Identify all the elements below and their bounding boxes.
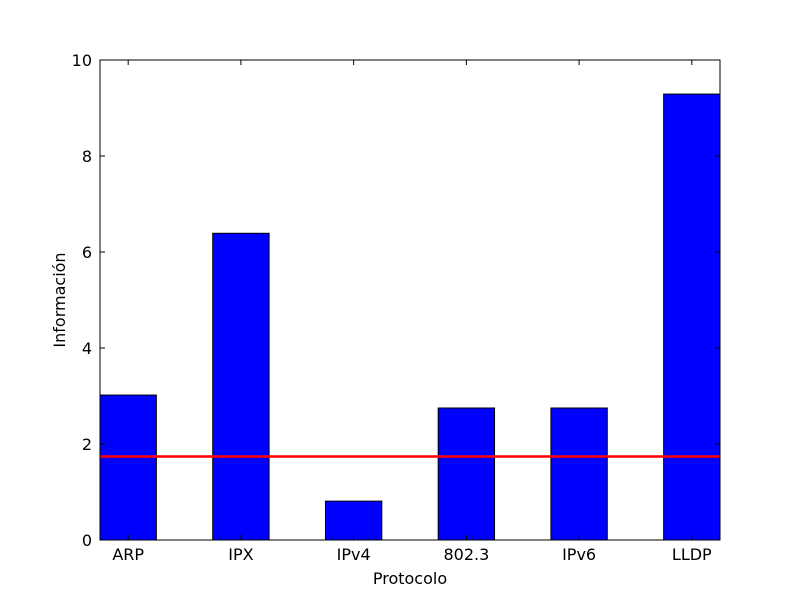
y-tick-label: 0	[82, 531, 92, 550]
x-axis-label: Protocolo	[373, 569, 447, 588]
bar-802.3	[437, 407, 496, 541]
y-tick-label: 4	[82, 339, 92, 358]
x-ticks-group: ARP IPX IPv4 802.3 IPv6 LLDP	[112, 60, 712, 564]
bars-group	[99, 93, 721, 541]
x-tick-label: IPv6	[562, 545, 596, 564]
bar-LLDP	[663, 93, 721, 541]
y-axis-label: Información	[50, 252, 69, 347]
bar-IPv6	[550, 407, 608, 541]
x-tick-label: LLDP	[672, 545, 712, 564]
y-tick-label: 2	[82, 435, 92, 454]
bar-ARP	[99, 394, 157, 541]
y-tick-label: 6	[82, 243, 92, 262]
x-tick-label: ARP	[112, 545, 144, 564]
x-tick-label: IPv4	[337, 545, 371, 564]
y-tick-label: 8	[82, 147, 92, 166]
x-tick-label: IPX	[228, 545, 253, 564]
plot-frame	[99, 59, 721, 541]
bar-IPv4	[324, 500, 383, 541]
y-tick-label: 10	[72, 51, 92, 70]
y-ticks-group: 0 2 4 6 8 10	[72, 51, 720, 550]
x-tick-label: 802.3	[443, 545, 489, 564]
bar-IPX	[212, 232, 270, 541]
